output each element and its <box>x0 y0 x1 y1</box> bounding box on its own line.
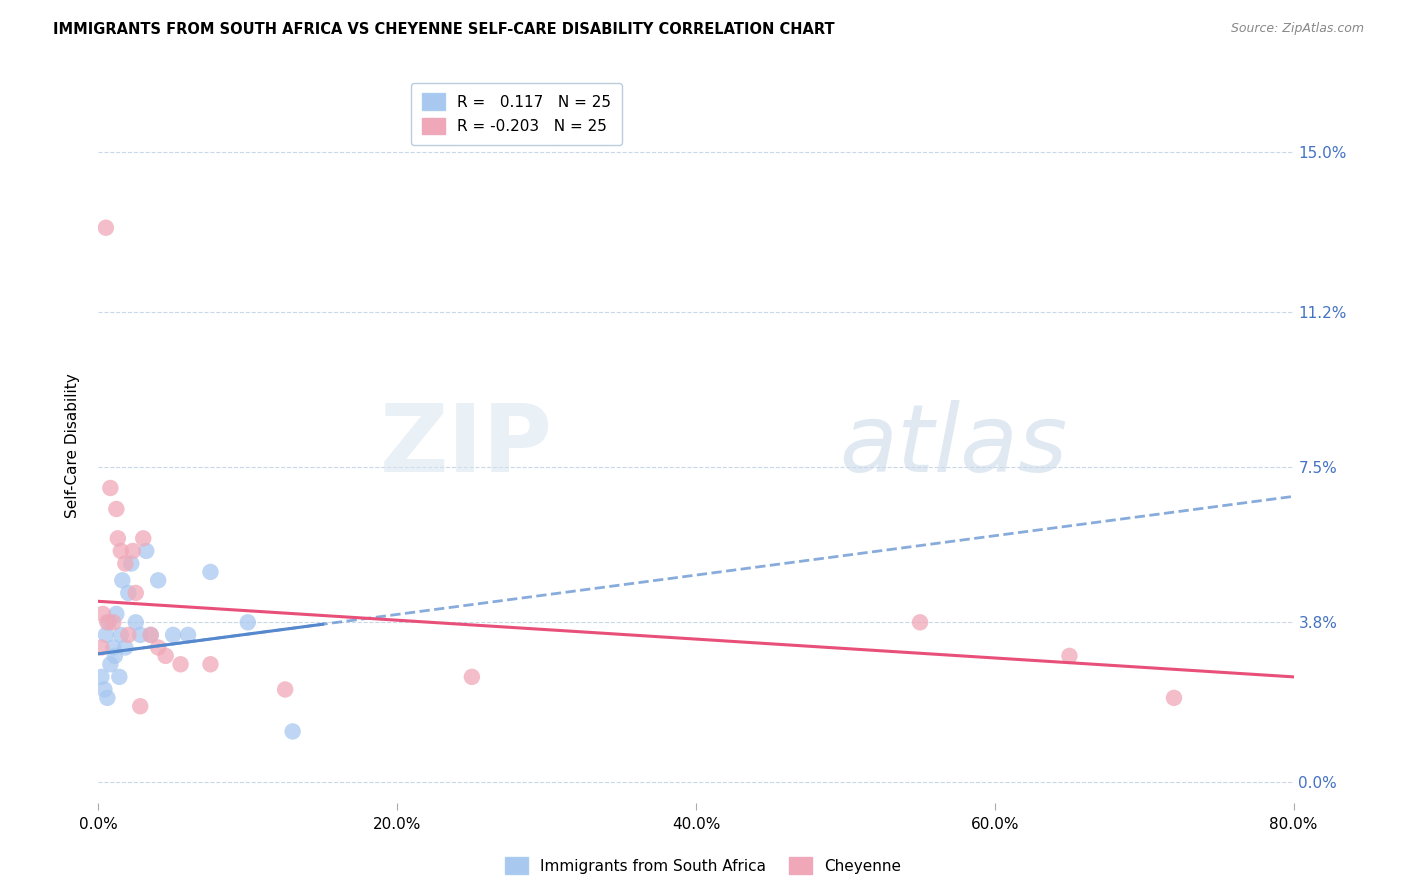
Point <box>107 532 129 546</box>
Point <box>97 615 120 630</box>
Y-axis label: Self-Care Disability: Self-Care Disability <box>65 374 80 518</box>
Point <box>94 220 117 235</box>
Point <box>117 586 139 600</box>
Text: atlas: atlas <box>839 401 1067 491</box>
Point <box>274 682 297 697</box>
Point <box>155 648 177 663</box>
Point <box>200 565 222 579</box>
Point <box>139 628 162 642</box>
Point <box>117 628 139 642</box>
Point <box>91 607 114 621</box>
Point <box>96 690 118 705</box>
Point <box>98 657 122 672</box>
Point <box>110 544 132 558</box>
Point <box>90 670 112 684</box>
Point <box>110 628 132 642</box>
Point <box>281 724 304 739</box>
Point <box>1163 690 1185 705</box>
Point <box>90 640 112 655</box>
Point <box>162 628 184 642</box>
Point <box>148 640 170 655</box>
Point <box>169 657 191 672</box>
Point <box>93 682 115 697</box>
Text: ZIP: ZIP <box>380 400 553 492</box>
Point <box>125 615 148 630</box>
Legend: R =   0.117   N = 25, R = -0.203   N = 25: R = 0.117 N = 25, R = -0.203 N = 25 <box>412 83 621 145</box>
Point <box>121 544 143 558</box>
Point <box>461 670 484 684</box>
Point <box>908 615 931 630</box>
Point <box>236 615 259 630</box>
Point <box>129 699 152 714</box>
Point <box>132 532 155 546</box>
Point <box>114 557 136 571</box>
Text: IMMIGRANTS FROM SOUTH AFRICA VS CHEYENNE SELF-CARE DISABILITY CORRELATION CHART: IMMIGRANTS FROM SOUTH AFRICA VS CHEYENNE… <box>53 22 835 37</box>
Point <box>111 574 134 588</box>
Point <box>103 615 125 630</box>
Point <box>104 648 127 663</box>
Point <box>148 574 170 588</box>
Point <box>120 557 142 571</box>
Legend: Immigrants from South Africa, Cheyenne: Immigrants from South Africa, Cheyenne <box>499 851 907 880</box>
Point <box>135 544 157 558</box>
Point <box>200 657 222 672</box>
Point <box>1059 648 1081 663</box>
Point <box>114 640 136 655</box>
Point <box>108 670 131 684</box>
Point <box>96 615 118 630</box>
Text: Source: ZipAtlas.com: Source: ZipAtlas.com <box>1230 22 1364 36</box>
Point <box>177 628 200 642</box>
Point <box>98 481 122 495</box>
Point <box>125 586 148 600</box>
Point <box>103 640 125 655</box>
Point <box>139 628 162 642</box>
Point <box>94 628 117 642</box>
Point <box>105 502 128 516</box>
Point <box>105 607 128 621</box>
Point <box>129 628 152 642</box>
